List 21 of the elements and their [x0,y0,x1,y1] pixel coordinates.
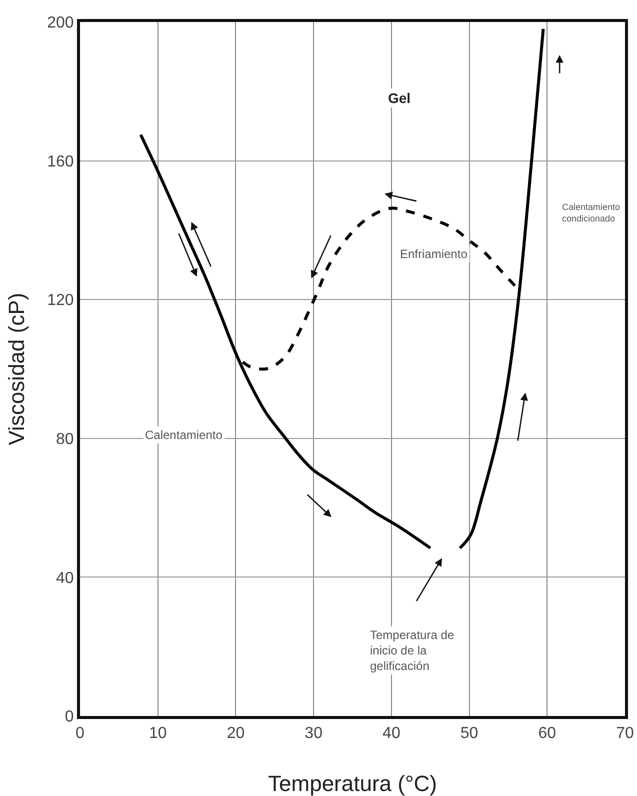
x-tick-label: 50 [460,725,478,742]
x-tick-label: 40 [382,725,400,742]
y-tick-label: 200 [47,14,74,32]
x-axis-title: Temperatura (°C) [268,771,437,796]
annotation: Temperatura de inicio de la gelificación [370,628,454,674]
annotation: Calentamiento [145,428,223,442]
y-tick-label: 0 [64,708,74,726]
x-tick-label: 10 [148,725,167,742]
annotation: Enfriamiento [400,247,468,261]
y-tick-label: 80 [56,431,74,448]
annotation: Gel [388,90,411,106]
x-tick-label: 20 [226,725,245,742]
y-tick-label: 160 [47,153,74,170]
y-tick-label: 120 [47,292,74,310]
y-axis-title: Viscosidad (cP) [4,292,29,446]
x-tick-label: 60 [538,725,556,742]
y-tick-label: 40 [56,570,74,587]
x-tick-label: 30 [304,725,323,742]
x-tick-label: 0 [76,725,85,742]
annotation: Calentamiento condicionado [562,202,620,224]
x-tick-label: 70 [616,725,634,742]
